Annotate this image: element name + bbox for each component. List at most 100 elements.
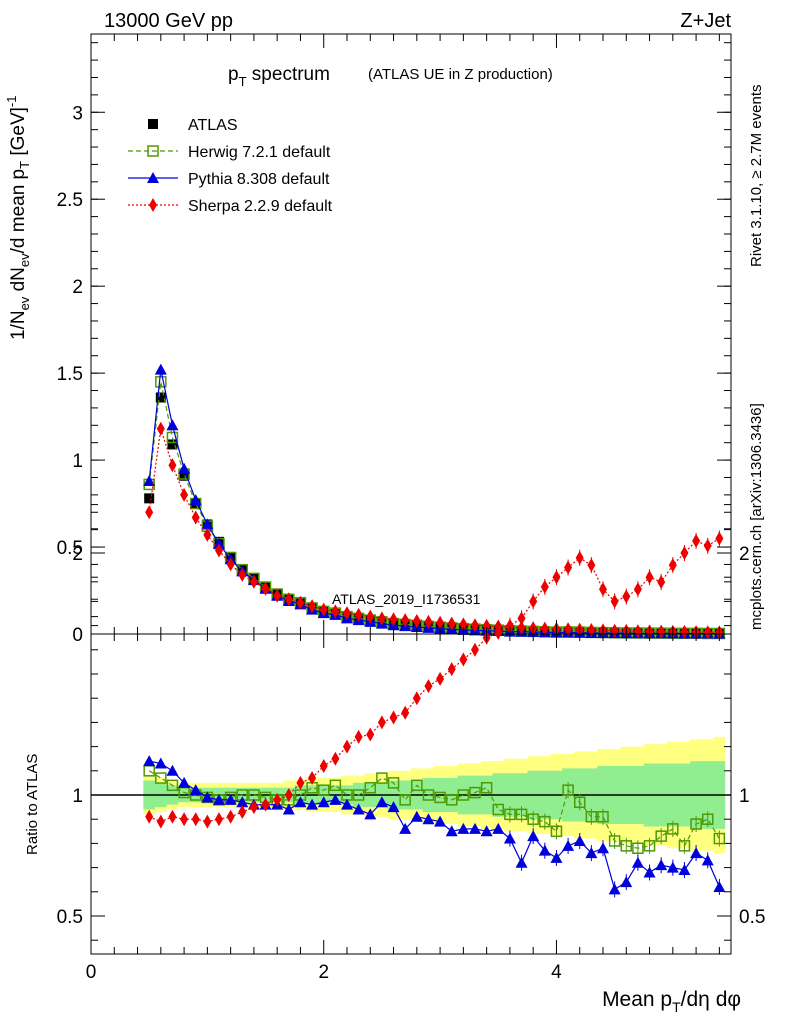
main-data-point: [459, 617, 468, 632]
ratio-data-point: [294, 796, 307, 808]
legend-marker: [147, 172, 159, 183]
main-data-point: [471, 618, 479, 633]
ratio-y-tick-label: 2: [72, 544, 83, 565]
main-data-point: [167, 439, 178, 450]
ratio-data-point: [191, 812, 200, 827]
main-y-axis-label: 1/Nev dNev/d mean pT [GeV]-1: [4, 96, 32, 341]
ratio-y-axis-label: Ratio to ATLAS: [24, 754, 41, 855]
ratio-data-point: [422, 789, 435, 801]
ratio-data-point: [527, 830, 540, 842]
ratio-data-point: [667, 823, 679, 835]
ratio-data-point: [224, 793, 237, 805]
ratio-data-point: [655, 859, 668, 871]
ratio-data-point: [527, 813, 539, 825]
x-axis-label: Mean pT/dη dφ: [602, 988, 741, 1015]
main-frame: [90, 33, 732, 635]
main-data-point: [179, 470, 190, 481]
ratio-data-point: [459, 652, 468, 667]
ratio-data-point: [412, 691, 421, 706]
ratio-data-point: [492, 822, 505, 834]
ratio-data-point: [471, 642, 479, 657]
main-data-point: [203, 527, 212, 542]
ratio-data-point: [203, 814, 212, 829]
main-data-point: [226, 557, 235, 572]
x-axis-label-main: Mean p: [602, 988, 672, 1011]
x-tick-label: 0: [86, 962, 97, 983]
ratio-data-point: [668, 558, 677, 573]
ratio-data-point: [317, 796, 330, 808]
ratio-data-point: [168, 809, 177, 824]
ratio-y-tick-label-right: 2: [739, 544, 750, 565]
ratio-data-point: [608, 883, 621, 895]
ratio-data-point: [587, 558, 596, 573]
ratio-data-point: [329, 793, 342, 805]
ratio-data-point: [692, 533, 701, 548]
ratio-data-point: [573, 834, 586, 846]
main-data-point: [201, 518, 214, 530]
ratio-data-point: [154, 757, 167, 769]
legend-marker: [147, 145, 159, 157]
main-data-point: [261, 581, 270, 596]
ratio-data-point: [411, 779, 423, 792]
ratio-data-point: [494, 625, 503, 640]
main-data-point: [145, 505, 154, 520]
ratio-data-point: [308, 771, 317, 786]
ratio-data-point: [633, 582, 642, 597]
legend-label: Herwig 7.2.1 default: [188, 144, 331, 161]
plot-title-rest: spectrum: [247, 64, 330, 85]
ratio-data-point: [445, 794, 458, 806]
main-data-point: [178, 462, 191, 474]
ratio-data-point: [713, 832, 726, 845]
process-label: Z+Jet: [680, 10, 731, 32]
ratio-data-point: [655, 830, 667, 842]
ratio-data-point: [608, 835, 621, 847]
ratio-data-point: [201, 791, 214, 803]
x-ticks: 0 2 4: [86, 34, 720, 983]
main-panel: 0 0.5 1 1.5 2 2.5 3 ATLAS_2019_I1736531 pT spe…: [4, 33, 732, 646]
ratio-data-point: [552, 570, 561, 585]
ratio-data-point: [180, 812, 189, 827]
main-data-point: [168, 458, 177, 473]
ratio-y-ticks: 0.5 0.5 1 1 2 2: [57, 504, 765, 941]
main-y-tick-label: 2: [72, 277, 83, 298]
main-data-point: [249, 574, 258, 589]
ratio-frame: [90, 633, 732, 955]
main-data-point: [377, 611, 386, 626]
main-data-point: [366, 609, 375, 624]
ratio-data-point: [701, 813, 714, 825]
ratio-data-point: [515, 856, 528, 868]
ratio-data-point: [389, 710, 398, 725]
main-data-point: [144, 493, 155, 504]
main-data-point: [155, 376, 167, 388]
main-data-point: [331, 604, 340, 619]
ratio-data-point: [213, 793, 225, 805]
ratio-data-point: [447, 662, 456, 677]
ratio-plot-marks: [143, 530, 726, 898]
ratio-data-point: [445, 825, 458, 837]
main-data-point: [156, 421, 165, 436]
ratio-data-point: [238, 804, 247, 819]
main-data-point: [424, 614, 433, 629]
ratio-data-point: [387, 777, 400, 789]
ratio-data-point: [434, 815, 447, 827]
ratio-data-point: [597, 811, 609, 823]
main-data-point: [657, 624, 666, 639]
ratio-data-point: [538, 844, 551, 856]
ratio-data-point: [517, 611, 526, 626]
ratio-data-point: [505, 618, 514, 633]
main-data-point: [284, 592, 293, 607]
ratio-data-point: [457, 822, 470, 834]
ratio-data-point: [515, 808, 528, 821]
ratio-data-point: [352, 789, 365, 801]
ratio-data-point: [597, 842, 609, 854]
ratio-data-point: [575, 550, 584, 565]
ratio-data-point: [632, 842, 644, 854]
ratio-data-point: [585, 847, 598, 859]
ratio-data-point: [457, 789, 470, 801]
ratio-data-point: [376, 772, 388, 784]
main-y-tick-label: 2.5: [57, 190, 83, 211]
ratio-data-point: [145, 809, 154, 824]
main-y-tick-label: 1: [72, 451, 83, 472]
ratio-data-point: [622, 589, 631, 604]
